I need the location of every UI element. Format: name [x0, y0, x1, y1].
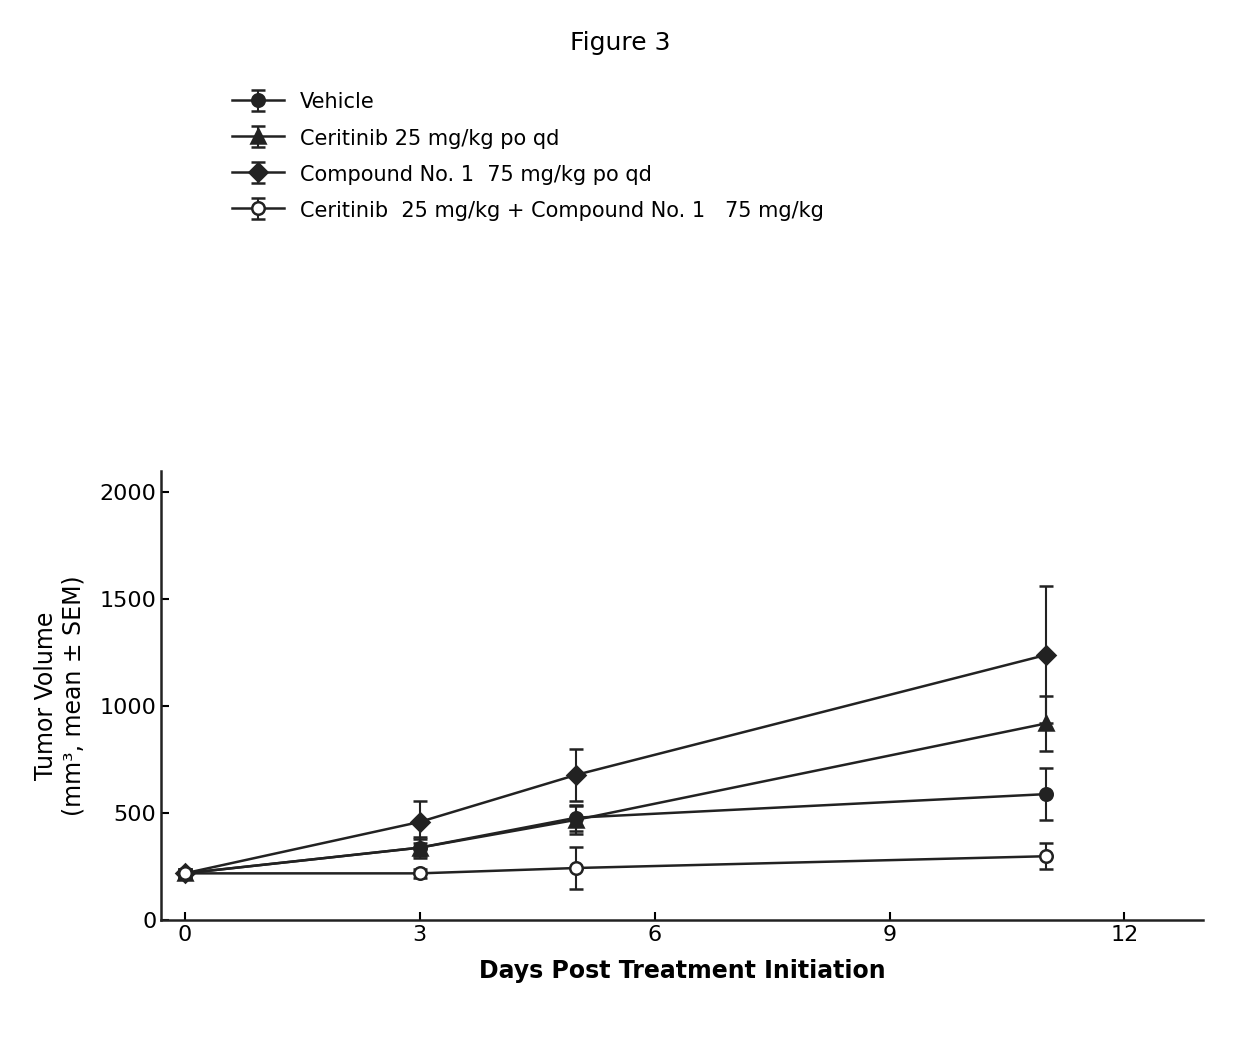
Text: Figure 3: Figure 3: [569, 31, 671, 55]
Y-axis label: Tumor Volume
(mm³, mean ± SEM): Tumor Volume (mm³, mean ± SEM): [33, 575, 86, 816]
X-axis label: Days Post Treatment Initiation: Days Post Treatment Initiation: [479, 959, 885, 983]
Legend: Vehicle, Ceritinib 25 mg/kg po qd, Compound No. 1  75 mg/kg po qd, Ceritinib  25: Vehicle, Ceritinib 25 mg/kg po qd, Compo…: [223, 84, 832, 229]
